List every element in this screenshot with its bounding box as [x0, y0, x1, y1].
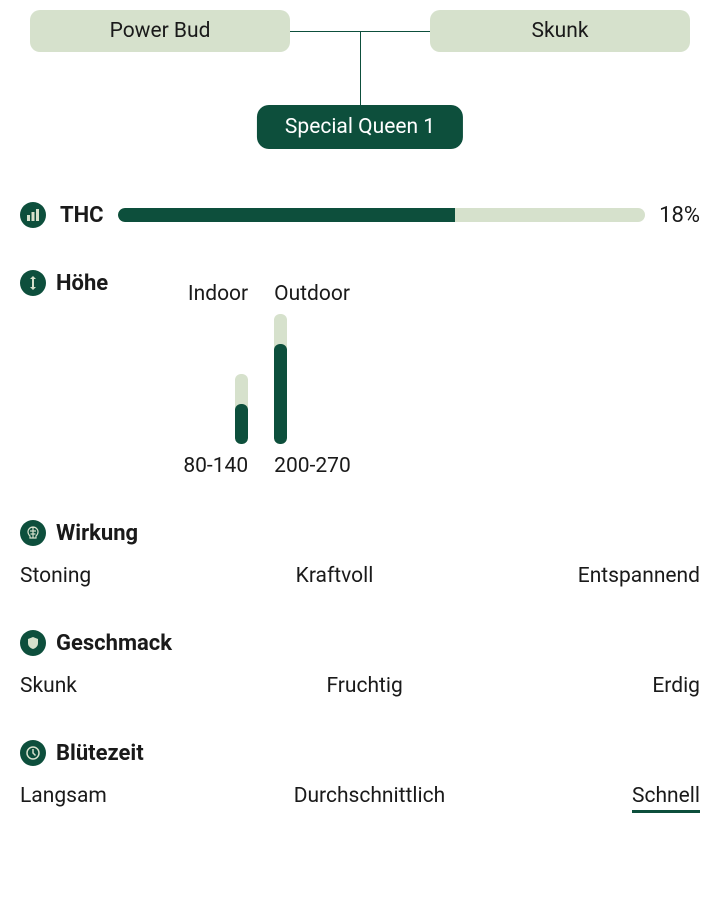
effect-tags: Stoning Kraftvoll Entspannend: [20, 564, 700, 588]
parent-left-box: Power Bud: [30, 10, 290, 52]
parent-right-box: Skunk: [430, 10, 690, 52]
height-bar: [274, 314, 287, 444]
parent-right-label: Skunk: [532, 19, 589, 43]
height-label: Outdoor: [274, 282, 350, 306]
taste-tags: Skunk Fruchtig Erdig: [20, 674, 700, 698]
height-title: Höhe: [56, 271, 108, 296]
connector-vertical: [360, 31, 361, 105]
height-section: Höhe Indoor 80-140 Outdoor 200-270: [20, 270, 700, 478]
brain-icon: [20, 520, 46, 546]
parent-left-label: Power Bud: [110, 19, 211, 43]
height-bar-fill: [274, 344, 287, 444]
flowering-title: Blütezeit: [56, 741, 144, 766]
tag: Skunk: [20, 674, 77, 698]
tag: Langsam: [20, 784, 107, 813]
shield-icon: [20, 630, 46, 656]
bars-icon: [20, 202, 46, 228]
thc-bar-fill: [118, 208, 456, 222]
height-icon: [20, 270, 46, 296]
effect-title: Wirkung: [56, 521, 138, 546]
tag: Stoning: [20, 564, 91, 588]
tag: Schnell: [632, 784, 700, 813]
thc-section: THC 18%: [20, 202, 700, 228]
height-bar: [235, 374, 248, 444]
flowering-section: Blütezeit Langsam Durchschnittlich Schnell: [20, 740, 700, 813]
tag: Erdig: [652, 674, 700, 698]
thc-value: 18%: [659, 203, 700, 228]
height-columns: Indoor 80-140 Outdoor 200-270: [138, 282, 384, 478]
height-range: 80-140: [183, 454, 248, 478]
taste-section: Geschmack Skunk Fruchtig Erdig: [20, 630, 700, 698]
tag: Fruchtig: [326, 674, 402, 698]
flowering-tags: Langsam Durchschnittlich Schnell: [20, 784, 700, 813]
lineage-diagram: Power Bud Skunk Special Queen 1: [20, 10, 700, 160]
taste-title: Geschmack: [56, 631, 172, 656]
thc-title: THC: [60, 203, 104, 228]
height-bar-fill: [235, 404, 248, 444]
thc-bar-track: [118, 208, 646, 222]
height-label: Indoor: [188, 282, 248, 306]
height-col-left: Indoor 80-140: [138, 282, 248, 478]
effect-section: Wirkung Stoning Kraftvoll Entspannend: [20, 520, 700, 588]
child-box: Special Queen 1: [257, 105, 463, 149]
height-col-right: Outdoor 200-270: [274, 282, 384, 478]
tag: Entspannend: [578, 564, 700, 588]
tag: Kraftvoll: [296, 564, 374, 588]
clock-icon: [20, 740, 46, 766]
height-range: 200-270: [274, 454, 351, 478]
tag: Durchschnittlich: [294, 784, 445, 813]
child-label: Special Queen 1: [285, 115, 435, 139]
